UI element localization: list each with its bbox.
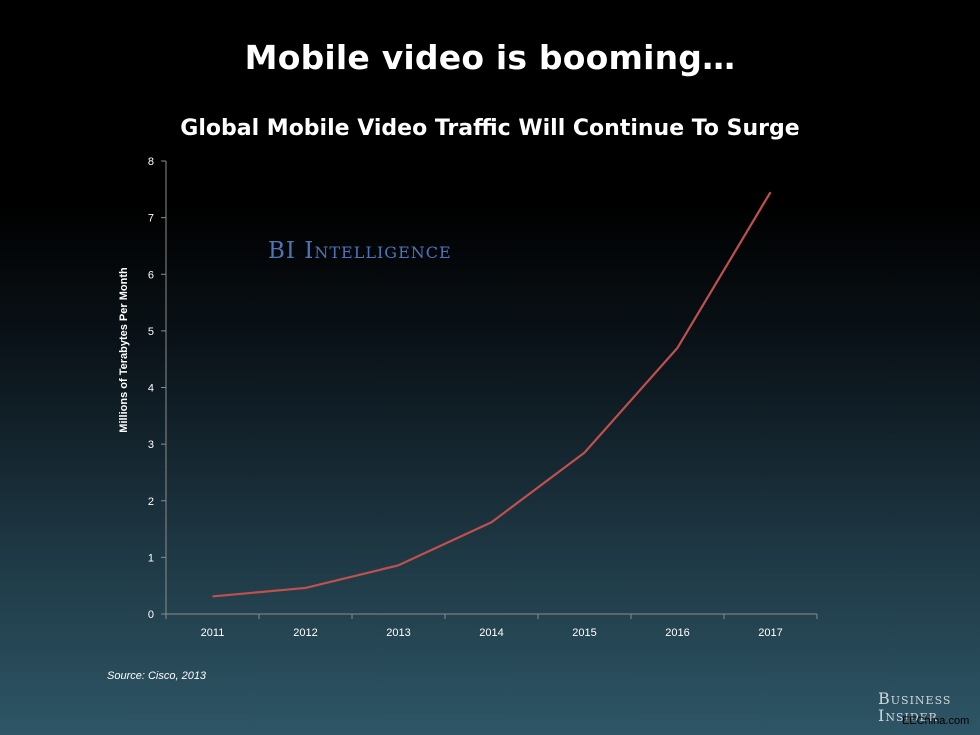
source-note: Source: Cisco, 2013 bbox=[107, 670, 207, 682]
series-line bbox=[212, 191, 772, 598]
credit-text: EEChina.com bbox=[902, 715, 970, 727]
x-tick-label: 2016 bbox=[665, 627, 689, 639]
y-axis-ticks: 0 1 2 3 4 5 6 7 8 bbox=[148, 156, 166, 621]
chart-series bbox=[212, 191, 772, 598]
logo-line-1: Business bbox=[878, 689, 952, 708]
x-tick-label: 2014 bbox=[479, 627, 503, 639]
y-tick-label: 5 bbox=[148, 326, 154, 338]
y-tick-label: 3 bbox=[148, 439, 154, 451]
chart-title: Global Mobile Video Traffic Will Continu… bbox=[180, 116, 800, 141]
business-insider-logo: Business Insider bbox=[878, 690, 951, 724]
x-tick-label: 2015 bbox=[572, 627, 596, 639]
x-axis-ticks: 2011 2012 2013 2014 2015 2016 2017 bbox=[165, 614, 818, 639]
y-tick-label: 6 bbox=[148, 269, 154, 281]
bi-intelligence-watermark: BI Intelligence bbox=[268, 238, 452, 264]
logo-line-2: Insider bbox=[878, 706, 938, 725]
chart-axes bbox=[165, 161, 817, 615]
x-tick-label: 2012 bbox=[293, 627, 317, 639]
x-tick-label: 2011 bbox=[201, 627, 225, 639]
y-tick-label: 7 bbox=[148, 213, 154, 225]
slide-title: Mobile video is booming… bbox=[244, 38, 736, 77]
x-tick-label: 2013 bbox=[386, 627, 410, 639]
y-tick-label: 0 bbox=[148, 609, 154, 621]
x-tick-label: 2017 bbox=[758, 627, 782, 639]
y-axis-label: Millions of Terabytes Per Month bbox=[118, 267, 130, 433]
y-tick-label: 4 bbox=[148, 383, 154, 395]
y-tick-label: 2 bbox=[148, 496, 154, 508]
y-tick-label: 8 bbox=[148, 156, 154, 168]
y-tick-label: 1 bbox=[148, 552, 154, 564]
